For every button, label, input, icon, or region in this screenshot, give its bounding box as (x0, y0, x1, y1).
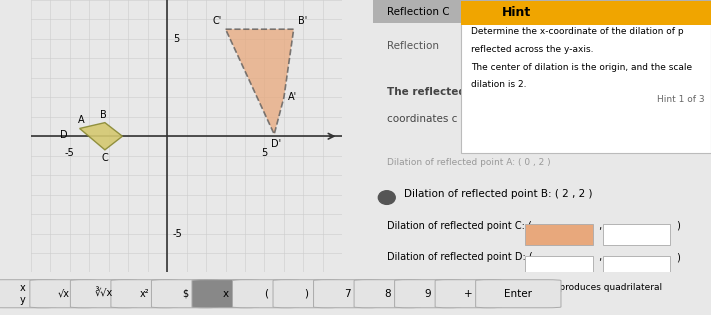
Text: Dilation of reflected point A: ( 0 , 2 ): Dilation of reflected point A: ( 0 , 2 ) (387, 158, 550, 167)
Bar (461, 1, 711, 25)
Text: coordinates c: coordinates c (387, 114, 457, 124)
Text: +: + (464, 289, 473, 299)
Text: ∛√x: ∛√x (95, 289, 113, 299)
FancyBboxPatch shape (395, 280, 461, 308)
Bar (461, 1, 711, 152)
FancyBboxPatch shape (435, 280, 502, 308)
Text: Reflection C: Reflection C (387, 7, 449, 17)
Text: ,: , (596, 221, 602, 231)
FancyBboxPatch shape (30, 280, 97, 308)
Text: x: x (223, 289, 228, 299)
Text: The center of dilation is the origin, and the scale: The center of dilation is the origin, an… (471, 63, 693, 72)
Text: x²: x² (139, 289, 149, 299)
Bar (525, 224, 593, 245)
Text: $: $ (182, 289, 188, 299)
Bar (525, 255, 593, 276)
FancyBboxPatch shape (314, 280, 380, 308)
Text: Dilation of reflected point B: ( 2 , 2 ): Dilation of reflected point B: ( 2 , 2 ) (404, 189, 592, 199)
FancyBboxPatch shape (354, 280, 421, 308)
Bar (603, 255, 670, 276)
FancyBboxPatch shape (70, 280, 137, 308)
Text: Enter: Enter (504, 289, 533, 299)
Text: -5: -5 (173, 229, 183, 238)
Text: Reflection: Reflection (387, 41, 439, 51)
FancyBboxPatch shape (273, 280, 340, 308)
Text: 5: 5 (173, 34, 179, 44)
Text: √x: √x (58, 289, 69, 299)
Text: C: C (102, 153, 108, 163)
FancyBboxPatch shape (476, 280, 561, 308)
Text: ): ) (674, 221, 680, 231)
FancyBboxPatch shape (151, 280, 218, 308)
Text: A: A (78, 115, 85, 124)
Text: (: ( (264, 289, 268, 299)
Text: Dilation of reflected point D: (: Dilation of reflected point D: ( (387, 252, 533, 262)
Polygon shape (225, 29, 294, 134)
Polygon shape (80, 123, 122, 150)
Text: Finally, identify the final rotation that produces quadrilateral: Finally, identify the final rotation tha… (387, 284, 662, 292)
Text: A': A' (288, 92, 297, 102)
FancyBboxPatch shape (111, 280, 178, 308)
FancyBboxPatch shape (192, 280, 259, 308)
Text: B': B' (298, 16, 307, 26)
Text: Determine the x-coordinate of the dilation of p: Determine the x-coordinate of the dilati… (471, 27, 684, 36)
FancyBboxPatch shape (0, 280, 56, 308)
Text: 9: 9 (424, 289, 432, 299)
Text: Dilation of reflected point C: (: Dilation of reflected point C: ( (387, 221, 532, 231)
Text: reflected across the y-axis.: reflected across the y-axis. (471, 45, 594, 54)
Text: ): ) (304, 289, 309, 299)
Text: 5: 5 (262, 148, 267, 158)
Bar (373, 0, 711, 23)
Text: 8: 8 (384, 289, 391, 299)
Text: x
y: x y (20, 283, 26, 305)
Text: -5: -5 (65, 148, 75, 158)
Text: D: D (60, 130, 68, 140)
Text: Hint: Hint (502, 6, 531, 20)
Text: dilation is 2.: dilation is 2. (471, 80, 527, 89)
Text: B: B (100, 110, 107, 120)
Text: D': D' (271, 139, 282, 149)
FancyBboxPatch shape (232, 280, 299, 308)
Text: C': C' (213, 16, 222, 26)
Bar (603, 224, 670, 245)
Text: 7: 7 (343, 289, 351, 299)
Text: ): ) (674, 252, 680, 262)
Circle shape (378, 191, 395, 204)
Text: ,: , (596, 252, 602, 262)
Text: Hint 1 of 3: Hint 1 of 3 (657, 95, 704, 104)
Text: The reflected: The reflected (387, 87, 466, 97)
